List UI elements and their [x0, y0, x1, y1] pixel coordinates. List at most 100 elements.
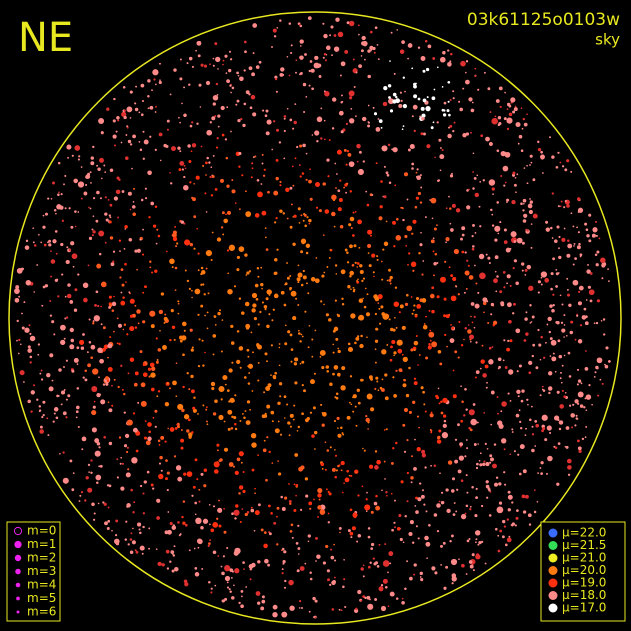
- star: [71, 154, 74, 157]
- star: [521, 494, 526, 499]
- star: [231, 179, 234, 182]
- star: [38, 409, 42, 412]
- star: [330, 548, 333, 551]
- star: [374, 312, 378, 316]
- star: [576, 314, 579, 317]
- star: [252, 112, 257, 117]
- star: [324, 91, 330, 97]
- star: [123, 444, 128, 448]
- star: [220, 350, 223, 353]
- star: [340, 101, 343, 104]
- star: [254, 492, 256, 495]
- star: [431, 566, 436, 571]
- star: [212, 334, 217, 338]
- star: [367, 229, 373, 235]
- star: [576, 226, 578, 229]
- star: [453, 248, 459, 255]
- star: [402, 103, 408, 109]
- star: [577, 207, 584, 213]
- star: [395, 235, 402, 241]
- star: [342, 585, 345, 589]
- star: [175, 465, 182, 471]
- star: [236, 330, 240, 333]
- star-field: [14, 16, 611, 619]
- star: [473, 176, 477, 180]
- star: [141, 99, 145, 103]
- star: [490, 457, 494, 462]
- star: [126, 106, 133, 113]
- star: [442, 51, 446, 55]
- star: [233, 584, 235, 587]
- star: [220, 105, 225, 111]
- star: [121, 462, 124, 465]
- star: [294, 157, 297, 160]
- star: [549, 337, 553, 341]
- star: [425, 356, 429, 360]
- star: [373, 294, 378, 299]
- star: [594, 371, 597, 374]
- star: [450, 295, 457, 302]
- star: [455, 208, 461, 213]
- star: [357, 168, 364, 176]
- star: [354, 261, 357, 264]
- star: [372, 106, 375, 109]
- star: [476, 174, 479, 177]
- star: [507, 494, 513, 500]
- star: [498, 501, 503, 505]
- star: [220, 178, 224, 183]
- star: [361, 49, 364, 53]
- star: [178, 168, 182, 172]
- star: [374, 387, 377, 390]
- star: [358, 298, 364, 303]
- star: [297, 272, 303, 278]
- star: [522, 198, 527, 203]
- star: [149, 266, 152, 269]
- star: [458, 455, 465, 461]
- star: [120, 486, 125, 491]
- star: [57, 295, 60, 298]
- star: [108, 484, 112, 488]
- star: [32, 241, 35, 244]
- star: [214, 324, 217, 326]
- star: [140, 400, 147, 407]
- star: [57, 394, 60, 397]
- star: [125, 134, 128, 136]
- star: [387, 143, 391, 147]
- star: [88, 471, 90, 473]
- star: [567, 465, 572, 470]
- star: [74, 225, 77, 228]
- star: [212, 64, 215, 67]
- star: [156, 228, 159, 231]
- star: [596, 250, 600, 254]
- star: [102, 383, 106, 386]
- star: [347, 346, 354, 353]
- star: [97, 167, 101, 171]
- star: [207, 292, 210, 295]
- star: [236, 457, 241, 462]
- star: [487, 321, 490, 325]
- star: [209, 539, 212, 542]
- star: [357, 401, 361, 405]
- star: [236, 268, 240, 272]
- star: [306, 216, 309, 219]
- star: [466, 259, 469, 262]
- star: [171, 266, 174, 269]
- star: [457, 469, 462, 474]
- star: [339, 179, 342, 182]
- star: [37, 353, 40, 356]
- star: [393, 245, 396, 248]
- star: [569, 404, 572, 407]
- star: [125, 520, 128, 523]
- star: [537, 280, 541, 284]
- star: [108, 408, 113, 413]
- star: [253, 444, 257, 448]
- star: [364, 504, 371, 511]
- star: [276, 26, 279, 29]
- star: [105, 382, 109, 386]
- star: [328, 318, 332, 322]
- star: [361, 485, 364, 488]
- star: [357, 534, 362, 538]
- star: [431, 309, 435, 314]
- star: [349, 270, 355, 276]
- star: [92, 405, 96, 409]
